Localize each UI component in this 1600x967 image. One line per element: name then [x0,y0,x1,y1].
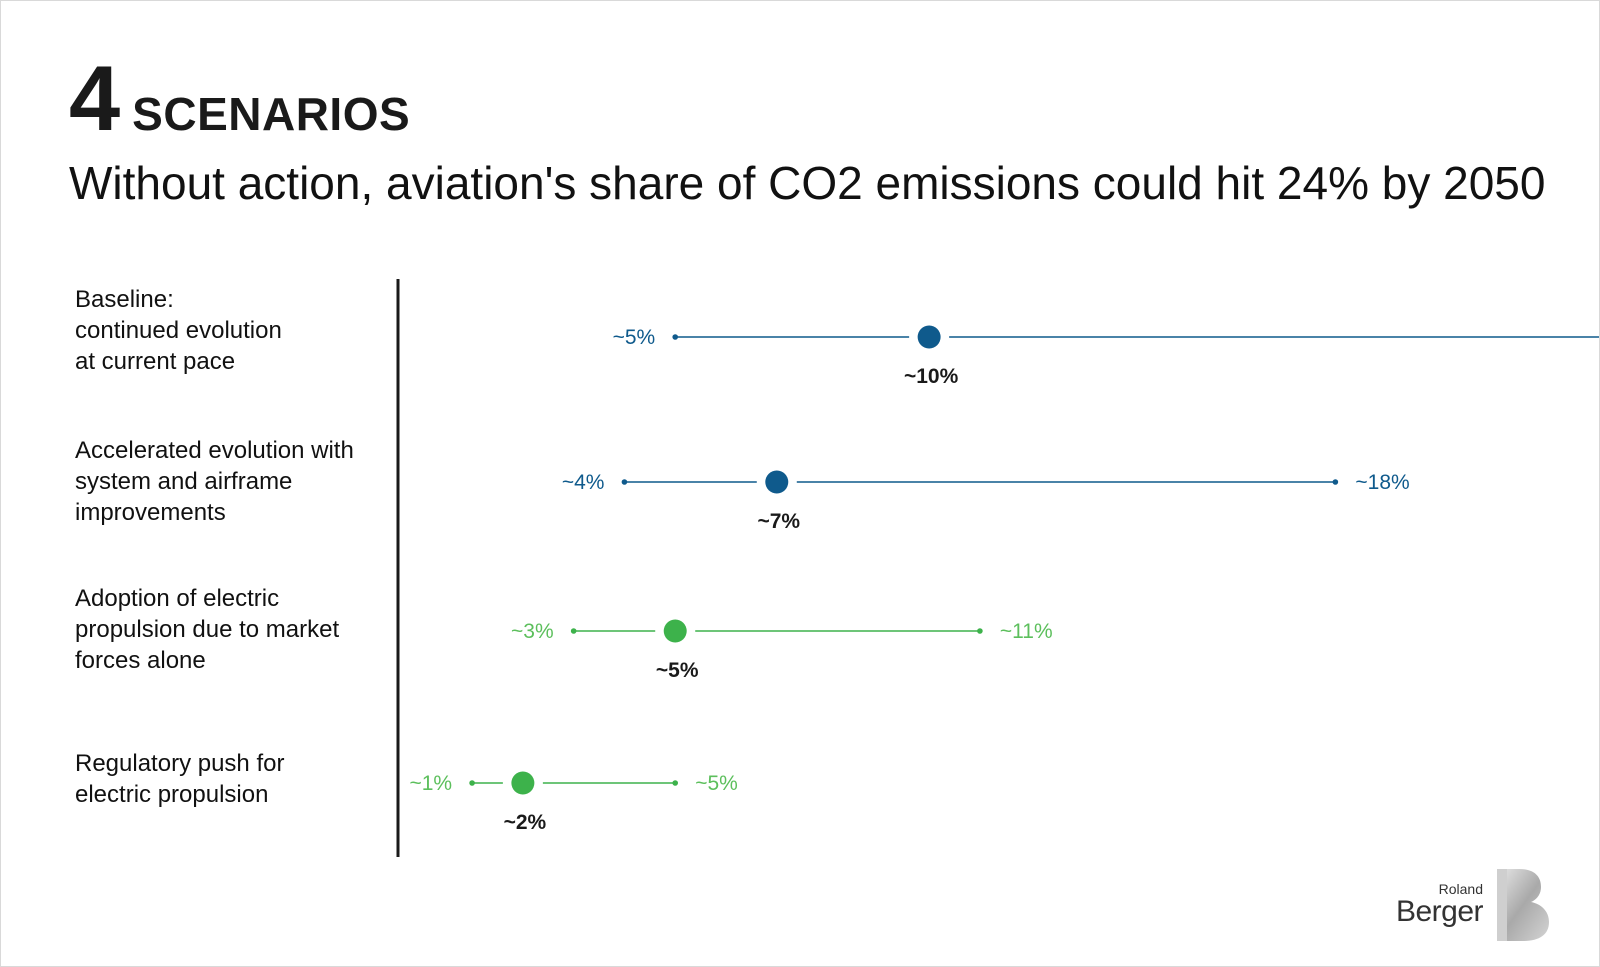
central-value-label: ~10% [904,365,959,388]
high-value-label: ~5% [695,772,738,795]
central-value-label: ~7% [757,510,800,533]
scenario-label-baseline: Baseline: continued evolution at current… [75,284,282,377]
scenario-label-line: Regulatory push for [75,750,285,777]
range-low-endpoint [570,628,577,634]
central-estimate-dot [663,619,687,643]
central-estimate-dot [511,771,535,795]
slide-subtitle: Without action, aviation's share of CO2 … [69,157,1546,209]
heading-number: 4 [69,48,120,150]
scenario-label-line: improvements [75,499,226,526]
high-value-label: ~18% [1355,471,1409,494]
logo-text-roland: Roland [1438,881,1483,897]
low-value-label: ~5% [613,326,656,349]
scenario-label-regulatory: Regulatory push for electric propulsion [75,748,284,810]
range-low-endpoint [621,479,628,485]
high-value-label: ~11% [1000,620,1053,643]
scenario-label-line: continued evolution [75,317,282,344]
range-high-endpoint [672,780,679,786]
scenario-label-line: propulsion due to market [75,616,340,643]
central-value-label: ~2% [504,811,547,834]
range-high-endpoint [1332,479,1339,485]
scenario-label-line: Accelerated evolution with [75,437,354,464]
scenario-label-line: Baseline: [75,286,174,313]
scenario-label-line: Adoption of electric [75,585,280,612]
scenario-label-market-electric: Adoption of electric propulsion due to m… [75,583,339,676]
low-value-label: ~3% [511,620,554,643]
logo-text-berger: Berger [1395,895,1484,928]
scenario-label-line: electric propulsion [75,781,269,808]
central-estimate-dot [765,470,789,494]
range-low-endpoint [469,780,475,786]
scenario-label-line: at current pace [75,348,236,375]
low-value-label: ~4% [562,471,605,494]
central-value-label: ~5% [656,659,699,682]
scenario-label-line: system and airframe [75,468,293,495]
low-value-label: ~1% [409,772,452,795]
heading-word: SCENARIOS [132,88,411,140]
range-high-endpoint [977,628,983,634]
range-low-endpoint [672,334,679,340]
scenario-heading: 4 SCENARIOS [69,53,411,145]
roland-berger-logo: Roland Berger [1393,867,1553,943]
central-estimate-dot [917,325,941,349]
scenario-label-line: forces alone [75,647,206,674]
logo-b-mark-icon [1497,869,1549,941]
scenario-label-accelerated: Accelerated evolution with system and ai… [75,435,354,528]
